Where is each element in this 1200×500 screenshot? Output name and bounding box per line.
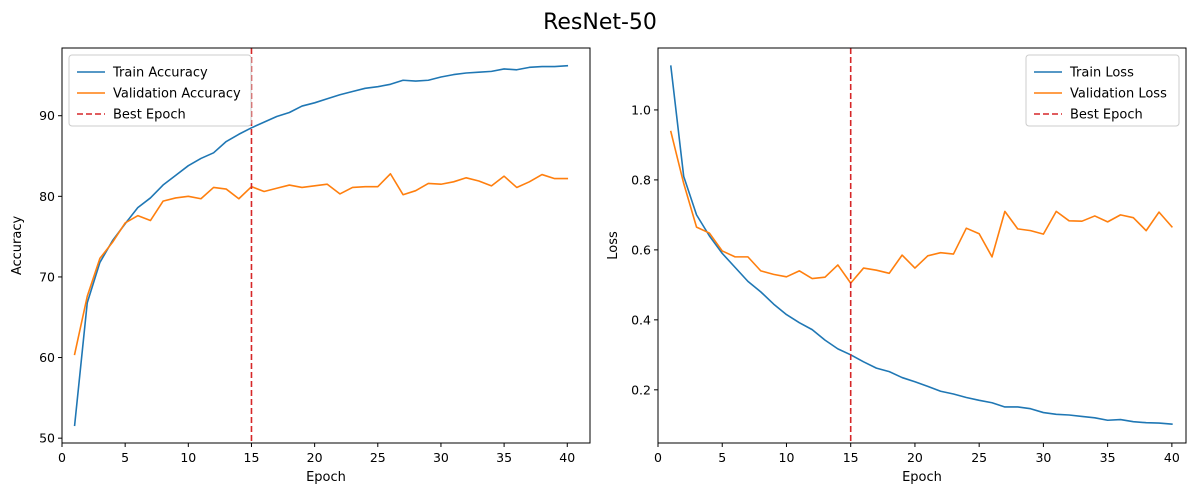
accuracy-y-tick-label: 90 [39,108,55,123]
figure-title: ResNet-50 [543,10,657,35]
accuracy-x-tick-label: 15 [244,450,260,465]
accuracy-legend-label-2: Best Epoch [113,108,186,123]
loss-legend-label-1: Validation Loss [1070,87,1167,102]
loss-x-tick-label: 30 [1035,450,1051,465]
loss-x-tick-label: 25 [971,450,987,465]
accuracy-y-tick-label: 80 [39,189,55,204]
accuracy-x-tick-label: 20 [307,450,323,465]
accuracy-y-tick-label: 50 [39,431,55,446]
loss-legend-box [1025,54,1180,127]
loss-legend: Train Loss Validation Loss Best Epoch [1025,54,1180,127]
accuracy-legend-label-1: Validation Accuracy [113,87,241,102]
loss-x-axis-label: Epoch [902,470,942,485]
accuracy-x-tick-label: 40 [559,450,575,465]
accuracy-x-tick-label: 35 [496,450,512,465]
accuracy-chart: 0 5 10 15 20 25 30 35 40 50 60 70 80 90 Epoch Accuracy T… [10,47,591,485]
loss-x-tick-label: 35 [1100,450,1116,465]
loss-x-tick-label: 40 [1164,450,1180,465]
loss-x-tick-label: 15 [843,450,859,465]
accuracy-x-tick-label: 0 [58,450,66,465]
loss-y-axis-label: Loss [606,231,621,260]
loss-x-tick-label: 5 [718,450,726,465]
accuracy-legend-box [68,54,252,127]
loss-y-tick-label: 0.2 [631,382,651,397]
loss-y-tick-label: 0.8 [631,172,651,187]
accuracy-x-axis-label: Epoch [306,470,346,485]
loss-y-tick-label: 0.6 [631,242,651,257]
accuracy-y-tick-label: 70 [39,269,55,284]
accuracy-x-tick-label: 25 [370,450,386,465]
accuracy-axes-frame [61,47,591,444]
loss-x-tick-label: 10 [779,450,795,465]
accuracy-legend-label-0: Train Accuracy [112,66,208,81]
loss-y-tick-label: 0.4 [631,312,651,327]
loss-x-tick-label: 0 [654,450,662,465]
accuracy-x-tick-label: 5 [121,450,129,465]
accuracy-y-tick-label: 60 [39,350,55,365]
accuracy-y-axis-label: Accuracy [10,216,25,276]
loss-y-tick-label: 1.0 [631,102,651,117]
loss-x-tick-label: 20 [907,450,923,465]
loss-axes-frame [657,47,1187,444]
loss-chart: 0 5 10 15 20 25 30 35 40 0.2 0.4 0.6 0.8 1.0 Epoch Loss… [606,47,1187,485]
accuracy-series-line-1 [73,172,569,356]
loss-series-line-1 [669,130,1173,284]
loss-legend-label-2: Best Epoch [1070,108,1143,123]
accuracy-x-tick-label: 30 [433,450,449,465]
accuracy-legend: Train Accuracy Validation Accuracy Best Ep… [68,54,252,127]
accuracy-x-tick-label: 10 [180,450,196,465]
loss-series-line-0 [669,65,1173,425]
accuracy-series-line-0 [73,64,569,427]
loss-legend-label-0: Train Loss [1069,66,1134,81]
